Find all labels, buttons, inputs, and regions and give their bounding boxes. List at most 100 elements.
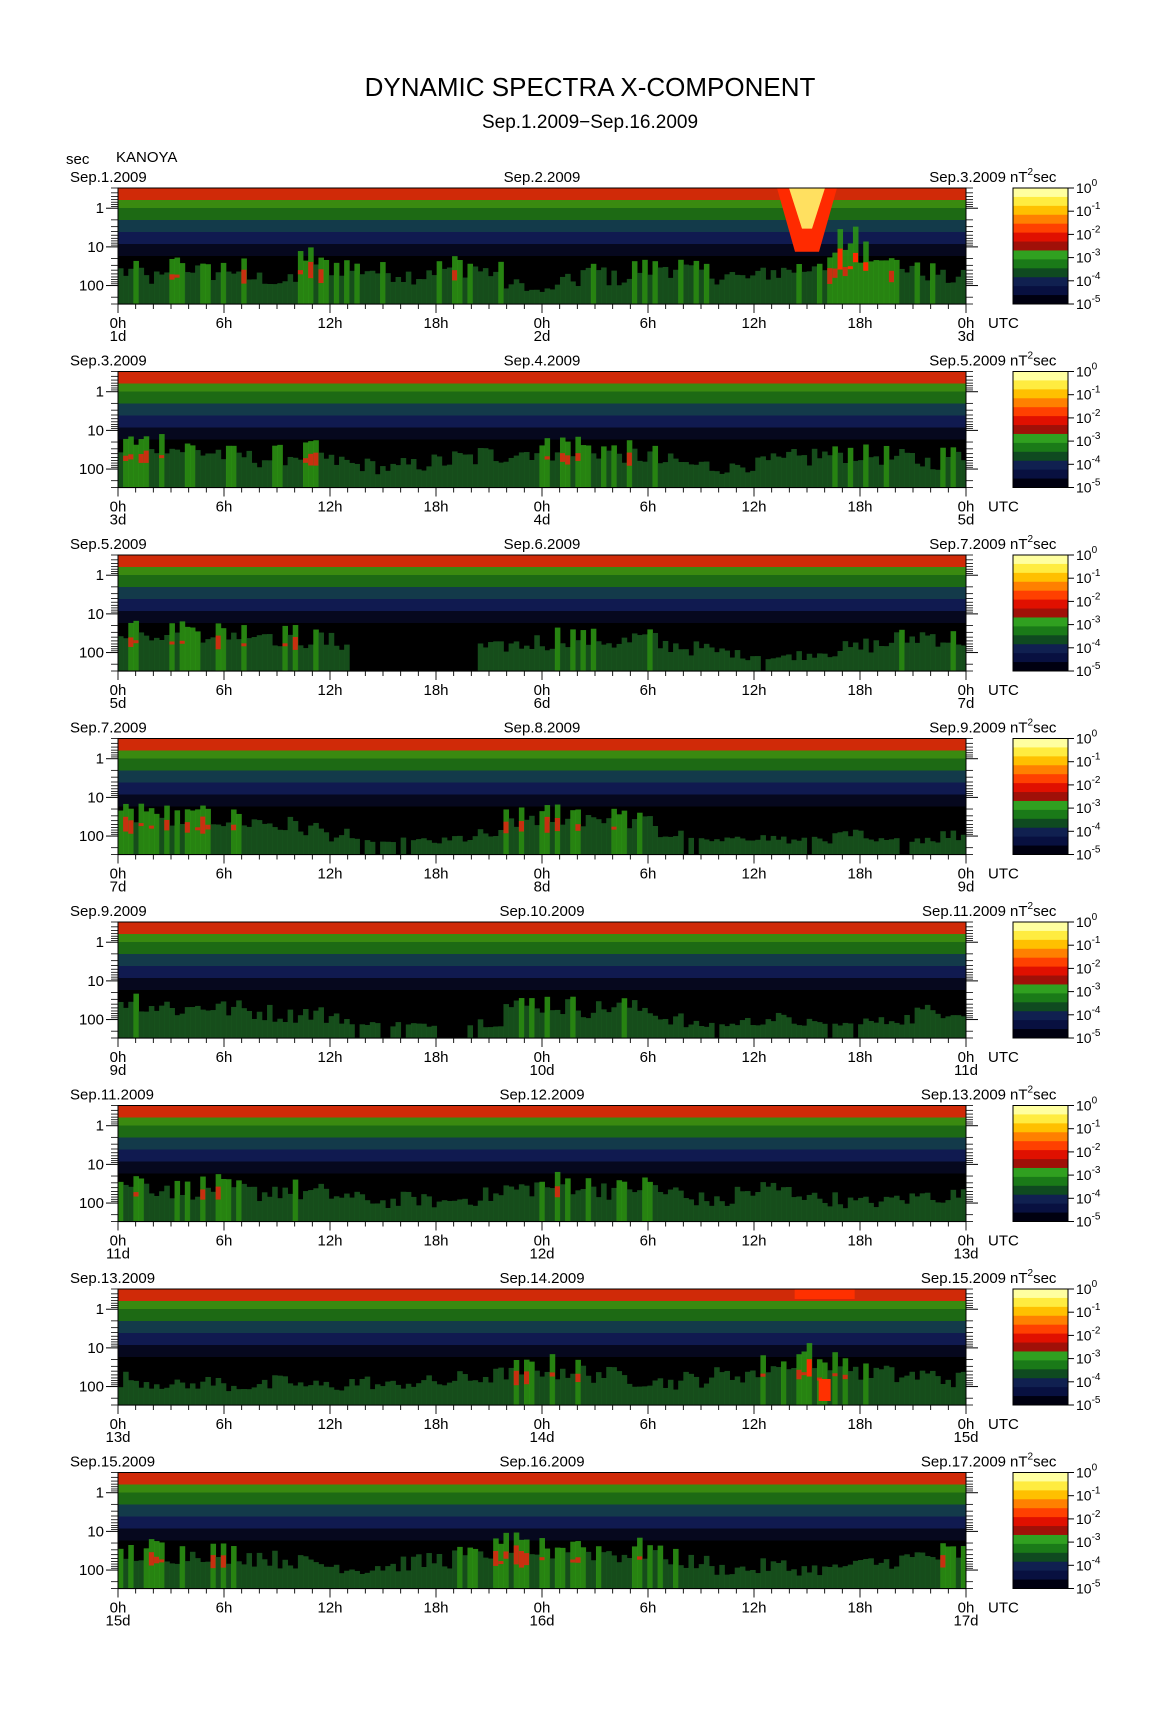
activity-column [153, 453, 160, 488]
activity-column [626, 278, 633, 304]
activity-peak [200, 816, 206, 834]
activity-column [899, 1377, 905, 1405]
spectrum-band [118, 1161, 966, 1167]
activity-column [534, 635, 540, 671]
colorbar-step [1013, 241, 1068, 251]
activity-column [308, 1385, 314, 1405]
activity-column [960, 460, 967, 488]
activity-column [832, 252, 838, 304]
activity-peak [128, 454, 134, 460]
activity-column [750, 1025, 756, 1038]
activity-column [210, 280, 217, 304]
spectrum-band [118, 954, 966, 959]
activity-column [354, 1191, 360, 1222]
activity-column [261, 823, 268, 855]
activity-column [832, 1023, 838, 1038]
x-tick-label: 6h [640, 1049, 657, 1066]
activity-column [123, 1007, 129, 1038]
activity-column [169, 258, 175, 304]
activity-column [873, 260, 880, 304]
spectrum-band [118, 1508, 966, 1514]
activity-column [436, 1384, 443, 1405]
activity-column [616, 1371, 623, 1405]
activity-column [606, 818, 612, 855]
activity-column [441, 1566, 448, 1589]
activity-column [806, 271, 813, 304]
activity-column [138, 439, 145, 488]
activity-peak [128, 637, 134, 647]
activity-column [724, 472, 730, 488]
activity-column [452, 1550, 458, 1589]
activity-column [215, 272, 222, 304]
activity-column [559, 824, 566, 855]
activity-column [606, 1366, 612, 1405]
spectrum-band [118, 922, 966, 927]
activity-column [159, 639, 165, 671]
activity-column [446, 464, 453, 488]
activity-peak [940, 1555, 946, 1568]
spectrum-band [118, 595, 966, 600]
day-label: 12d [529, 1246, 554, 1263]
activity-column [760, 1024, 766, 1038]
activity-column [698, 1387, 705, 1405]
activity-column [436, 843, 443, 855]
activity-column [909, 636, 916, 671]
spectrum-band [118, 1532, 966, 1538]
activity-column [770, 453, 777, 488]
activity-column [174, 1563, 181, 1589]
activity-column [554, 1379, 561, 1405]
utc-label: UTC [988, 499, 1019, 516]
colorbar-tick-label: 10-5 [1076, 661, 1101, 679]
activity-column [482, 1557, 489, 1589]
activity-column [328, 1016, 335, 1038]
activity-column [426, 1026, 432, 1038]
activity-column [873, 1207, 880, 1222]
activity-column [719, 279, 725, 304]
spectrum-band [118, 256, 966, 261]
activity-column [297, 1555, 304, 1589]
activity-column [678, 1013, 684, 1038]
activity-column [508, 643, 515, 671]
colorbar-tick-label: 10-4 [1076, 1005, 1101, 1023]
activity-column [693, 1205, 700, 1222]
activity-column [590, 453, 597, 488]
activity-column [395, 276, 402, 304]
activity-column [452, 451, 458, 488]
colorbar-step [1013, 1020, 1068, 1030]
activity-column [601, 267, 607, 304]
activity-column [241, 1183, 247, 1222]
colorbar-step [1013, 223, 1068, 234]
activity-column [518, 998, 525, 1038]
activity-column [637, 272, 643, 304]
spectrum-band [118, 1345, 966, 1350]
activity-column [709, 1022, 715, 1038]
activity-column [709, 278, 715, 304]
activity-column [369, 461, 376, 488]
activity-column [904, 642, 910, 671]
activity-column [539, 811, 545, 855]
activity-column [729, 463, 736, 488]
spectrum-band [118, 619, 966, 624]
activity-peak [215, 635, 221, 650]
date-left: Sep.13.2009 [70, 1270, 155, 1287]
activity-column [935, 1376, 941, 1405]
colorbar-step [1013, 1369, 1068, 1379]
activity-column [148, 1006, 155, 1038]
activity-column [210, 824, 217, 855]
activity-column [529, 459, 535, 488]
activity-column [205, 808, 211, 855]
activity-column [220, 1001, 227, 1038]
activity-column [282, 1022, 288, 1038]
activity-column [585, 1178, 592, 1222]
activity-column [667, 1564, 674, 1589]
spectrum-band [118, 1105, 966, 1111]
colorbar-step [1013, 1324, 1068, 1335]
activity-column [559, 643, 566, 671]
activity-column [179, 1382, 186, 1405]
activity-column [873, 841, 880, 855]
activity-column [894, 632, 900, 671]
activity-column [143, 635, 150, 671]
activity-column [894, 838, 900, 855]
spectrum-band [118, 1349, 966, 1354]
